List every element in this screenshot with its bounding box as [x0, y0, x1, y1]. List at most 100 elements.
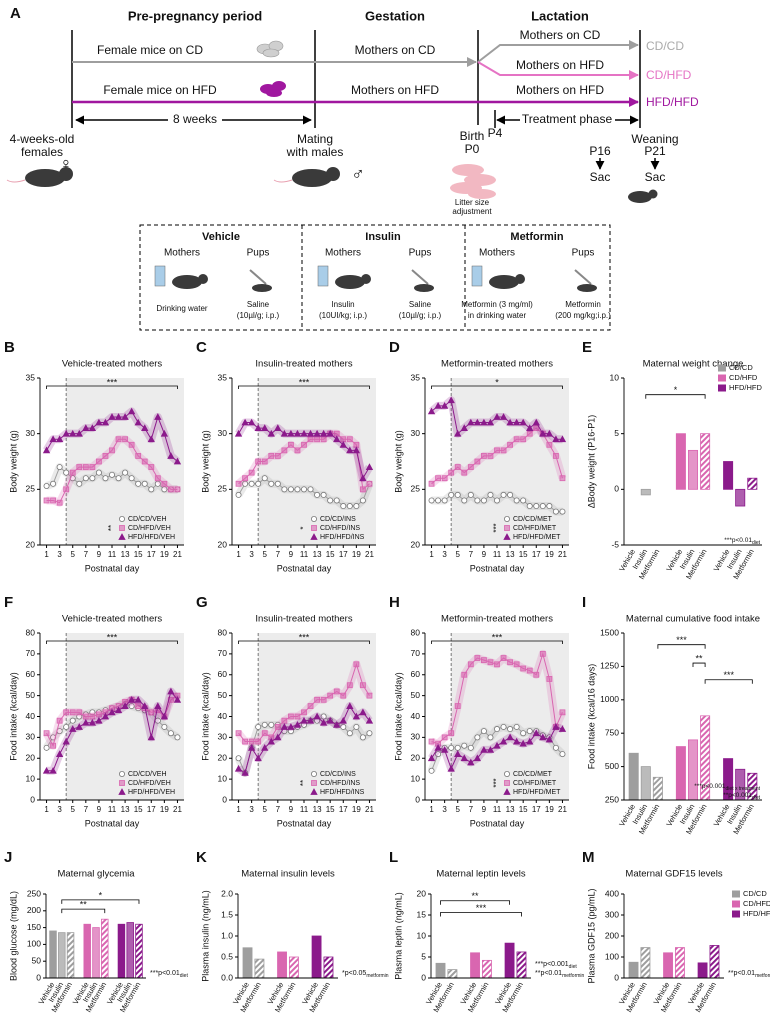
marker — [301, 709, 307, 716]
marker — [261, 458, 268, 465]
marker — [441, 497, 448, 504]
chow-icon — [256, 40, 284, 58]
marker — [161, 480, 168, 487]
marker — [281, 447, 288, 454]
marker — [546, 676, 553, 682]
marker — [503, 533, 511, 540]
marker — [101, 712, 110, 720]
significance-bracket — [704, 679, 753, 684]
marker — [293, 429, 302, 437]
marker — [313, 429, 321, 437]
marker — [287, 486, 294, 493]
panel-label: K — [196, 849, 207, 866]
y-tick-label: 200 — [27, 905, 41, 915]
marker — [545, 429, 554, 437]
marker — [127, 695, 136, 703]
marker — [533, 503, 540, 510]
x-tick-label: 7 — [84, 550, 89, 559]
legend-label: CD/HFD/MET — [513, 780, 557, 787]
marker — [101, 418, 110, 426]
marker — [255, 738, 262, 745]
marker — [507, 441, 513, 448]
marker — [235, 755, 242, 762]
marker — [307, 436, 314, 443]
subject: Pups — [572, 248, 595, 259]
y-axis-label: Plasma GDF15 (pg/mL) — [586, 888, 596, 983]
marker — [526, 728, 533, 735]
y-tick-label: 100 — [27, 939, 41, 949]
significance: *** — [107, 377, 118, 387]
marker — [353, 723, 360, 730]
marker — [319, 718, 328, 726]
marker — [346, 436, 353, 443]
marker — [281, 486, 288, 493]
marker — [300, 716, 308, 724]
marker — [461, 497, 468, 504]
y-tick-label: 40 — [411, 711, 421, 721]
chart-title: Maternal cumulative food intake — [626, 614, 760, 625]
stat-note-sub: metformin — [755, 973, 770, 979]
row-label: Female mice on HFD — [103, 83, 217, 97]
panel-label: M — [582, 849, 595, 866]
marker — [504, 525, 510, 531]
marker — [558, 435, 567, 443]
marker — [108, 708, 116, 716]
marker — [360, 486, 366, 493]
x-tick-label: 1 — [44, 550, 49, 559]
y-tick-label: 2.0 — [221, 888, 233, 898]
marker — [359, 497, 366, 504]
marker — [507, 659, 513, 666]
marker — [268, 721, 275, 728]
bar — [709, 945, 720, 979]
milestone: Sac — [590, 170, 611, 184]
marker — [507, 491, 514, 498]
y-tick-label: 10 — [411, 773, 421, 783]
y-tick-label: 60 — [411, 669, 421, 679]
marker — [306, 716, 315, 724]
treatment-icons — [154, 265, 597, 292]
y-tick-label: 0 — [614, 972, 619, 982]
milestone: Litter size — [455, 198, 490, 207]
marker — [559, 508, 566, 515]
bar — [735, 488, 746, 507]
marker — [460, 754, 468, 762]
x-tick-label: 3 — [57, 550, 62, 559]
significance: *** — [676, 635, 687, 645]
panel-label: E — [582, 339, 592, 356]
x-tick-label: 5 — [456, 805, 461, 814]
row-label: Mothers on CD — [355, 43, 436, 57]
marker — [127, 407, 136, 415]
marker — [493, 726, 500, 733]
marker — [539, 429, 547, 437]
marker — [519, 418, 527, 426]
x-tick-label: 3 — [442, 550, 447, 559]
significance-bracket — [238, 385, 370, 389]
legend-swatch — [718, 364, 726, 372]
marker — [346, 682, 353, 689]
marker — [167, 452, 175, 459]
row-label: Mothers on HFD — [351, 83, 439, 97]
mouse-icon — [6, 167, 73, 187]
dose: Saline — [247, 300, 270, 309]
treatment-shade — [258, 378, 376, 545]
marker — [320, 436, 327, 443]
bar — [323, 956, 334, 979]
y-tick-label: 300 — [605, 909, 619, 919]
marker — [300, 486, 307, 493]
marker — [346, 702, 354, 709]
marker — [274, 480, 281, 487]
y-tick-label: 30 — [218, 732, 228, 742]
legend-label: HFD/HFD/VEH — [128, 534, 175, 541]
marker — [281, 717, 288, 724]
marker — [487, 659, 494, 666]
x-tick-label: 19 — [545, 550, 554, 559]
marker — [160, 712, 169, 720]
legend-label: CD/CD/MET — [513, 516, 553, 523]
marker — [365, 716, 374, 724]
period: Pre-pregnancy period — [128, 8, 262, 23]
marker — [174, 734, 181, 741]
marker — [147, 435, 155, 443]
marker — [353, 661, 360, 668]
marker — [359, 708, 367, 716]
x-tick-label: 15 — [326, 550, 335, 559]
